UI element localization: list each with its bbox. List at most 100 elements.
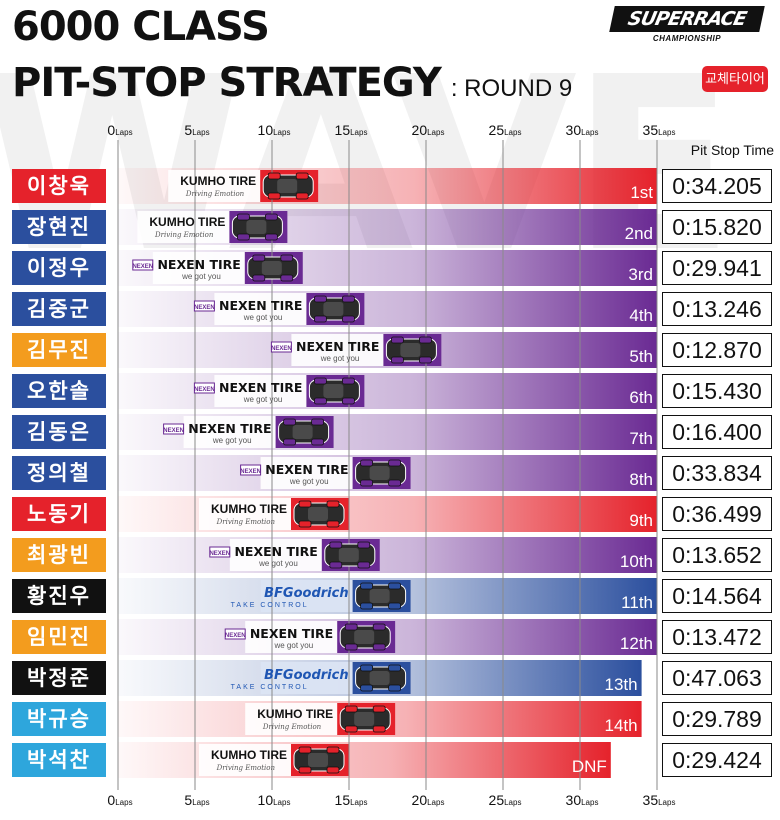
title-strategy: PIT-STOP STRATEGY : ROUND 9: [12, 60, 572, 106]
tick-label-bottom: 0Laps: [107, 792, 132, 808]
car-cockpit: [354, 630, 375, 644]
tick-label-bottom: 25Laps: [489, 792, 522, 808]
car-tire: [390, 356, 404, 364]
marks-layer: KUMHO TIRE Driving Emotion 1st KUMHO TIRE Dr…: [132, 172, 653, 776]
nexen-logo-text: NEXEN TIRE: [250, 626, 333, 641]
car-tire: [341, 377, 355, 385]
tick-label-top: 25Laps: [489, 122, 522, 138]
pit-stop-marker: KUMHO TIRE Driving Emotion: [257, 705, 391, 733]
nexen-tagline: we got you: [289, 477, 329, 486]
car-tire: [344, 725, 358, 733]
car-tire: [360, 582, 374, 590]
pit-time-value: 0:15.820: [662, 210, 772, 244]
car-tire: [313, 295, 327, 303]
tick-unit: Laps: [192, 128, 209, 137]
nexen-box-text: NEXEN: [194, 387, 215, 393]
position-label: 11th: [621, 593, 653, 612]
position-label: 12th: [620, 634, 653, 653]
pit-stop-marker: KUMHO TIRE Driving Emotion: [211, 746, 345, 774]
car-tire: [280, 274, 294, 282]
tick-unit: Laps: [115, 128, 132, 137]
finish-bar: [118, 537, 657, 573]
position-label: 9th: [629, 511, 653, 530]
nexen-tagline: we got you: [273, 641, 313, 650]
driver-name: 장현진: [12, 210, 106, 244]
car-tire: [341, 295, 355, 303]
position-label: 6th: [629, 388, 653, 407]
nexen-logo-text: NEXEN TIRE: [188, 421, 271, 436]
position-label: DNF: [572, 757, 607, 776]
pit-stop-marker: KUMHO TIRE Driving Emotion: [149, 213, 283, 241]
nexen-box-text: NEXEN: [194, 305, 215, 311]
tick-label-bottom: 5Laps: [184, 792, 209, 808]
car-tire: [326, 500, 340, 508]
logo-sub-text: CHAMPIONSHIP: [652, 34, 722, 43]
pit-stop-marker: NEXEN TIRE NEXEN we got you: [240, 459, 407, 487]
tick-unit: Laps: [273, 128, 290, 137]
kumho-tagline: Driving Emotion: [216, 764, 276, 772]
car-tire: [313, 397, 327, 405]
gridlines-layer: [117, 140, 658, 790]
title-strategy-text: PIT-STOP STRATEGY: [12, 60, 442, 106]
car-cockpit: [369, 466, 390, 480]
kumho-logo-text: KUMHO TIRE: [149, 215, 225, 229]
car-tire: [252, 254, 266, 262]
driver-name: 정의철: [12, 456, 106, 490]
car-tire: [390, 336, 404, 344]
finish-bar: [118, 496, 657, 532]
bfgoodrich-logo-text: BFGoodrich: [264, 668, 348, 683]
car-tire: [341, 315, 355, 323]
nexen-box-text: NEXEN: [132, 264, 153, 270]
superrace-logo: SUPERRACE CHAMPIONSHIP: [609, 6, 765, 43]
car-cockpit: [308, 753, 328, 767]
car-tire: [326, 520, 340, 528]
car-cockpit: [308, 507, 328, 521]
driver-name: 임민진: [12, 620, 106, 654]
pit-stop-marker: KUMHO TIRE Driving Emotion: [211, 500, 345, 528]
nexen-box-text: NEXEN: [225, 633, 246, 639]
tick-label-top: 30Laps: [566, 122, 599, 138]
kumho-tagline: Driving Emotion: [154, 231, 214, 239]
car-cockpit: [400, 343, 421, 357]
nexen-box-icon: [270, 341, 292, 353]
position-label: 13th: [605, 675, 638, 694]
round-label: : ROUND 9: [450, 75, 573, 102]
pit-time-value: 0:15.430: [662, 374, 772, 408]
nexen-tagline: we got you: [243, 313, 283, 322]
nexen-logo-text: NEXEN TIRE: [157, 257, 240, 272]
car-tire: [360, 479, 374, 487]
car-tire: [283, 418, 297, 426]
pit-time-value: 0:34.205: [662, 169, 772, 203]
position-label: 10th: [620, 552, 653, 571]
tick-label-top: 35Laps: [643, 122, 676, 138]
car-tire: [360, 664, 374, 672]
car-tire: [267, 172, 281, 180]
pit-stop-marker: KUMHO TIRE Driving Emotion: [180, 172, 314, 200]
car-tire: [360, 684, 374, 692]
car-tire: [311, 418, 325, 426]
tick-label-bottom: 15Laps: [335, 792, 368, 808]
tick-unit: Laps: [192, 798, 209, 807]
car-tire: [388, 602, 402, 610]
pit-stop-marker: NEXEN TIRE NEXEN we got you: [132, 254, 299, 282]
pit-stop-time-header: Pit Stop Time: [690, 142, 774, 158]
nexen-box-icon: [132, 259, 154, 271]
tick-label-bottom: 35Laps: [643, 792, 676, 808]
tick-unit: Laps: [658, 128, 675, 137]
car-cockpit: [369, 671, 390, 685]
tick-label-top: 0Laps: [107, 122, 132, 138]
tick-label-bottom: 30Laps: [566, 792, 599, 808]
pit-stop-marker: NEXEN TIRE NEXEN we got you: [270, 336, 437, 364]
bfgoodrich-tagline: TAKE CONTROL: [231, 684, 309, 691]
nexen-box-text: NEXEN: [209, 551, 230, 557]
car-cockpit: [323, 384, 344, 398]
pit-stop-marker: NEXEN TIRE NEXEN we got you: [163, 418, 330, 446]
driver-name: 이창욱: [12, 169, 106, 203]
kumho-tagline: Driving Emotion: [216, 518, 276, 526]
pit-stop-marker: NEXEN TIRE NEXEN we got you: [193, 377, 360, 405]
kumho-logo-text: KUMHO TIRE: [257, 707, 333, 721]
position-label: 8th: [629, 470, 653, 489]
